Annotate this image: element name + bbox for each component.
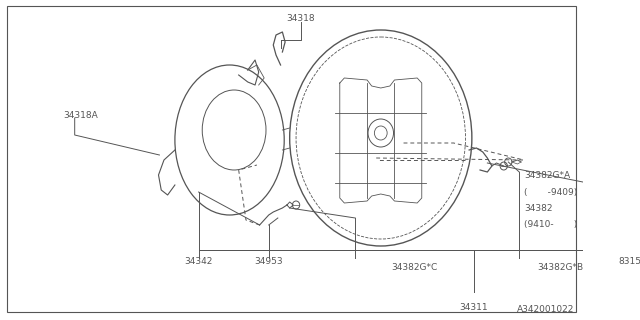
Text: A342001022: A342001022: [516, 306, 574, 315]
Text: (9410-       ): (9410- ): [524, 220, 577, 228]
Text: 34953: 34953: [255, 258, 283, 267]
Text: 34382G*A: 34382G*A: [524, 171, 570, 180]
Text: (       -9409): ( -9409): [524, 188, 577, 196]
Text: 34311: 34311: [460, 303, 488, 313]
Text: 34382: 34382: [524, 204, 552, 212]
Text: 34382G*C: 34382G*C: [392, 263, 438, 273]
Text: 34382G*B: 34382G*B: [538, 263, 584, 273]
Text: 34318: 34318: [286, 13, 315, 22]
Text: 34342: 34342: [184, 258, 212, 267]
Text: 83151: 83151: [619, 258, 640, 267]
Text: 34318A: 34318A: [64, 110, 99, 119]
